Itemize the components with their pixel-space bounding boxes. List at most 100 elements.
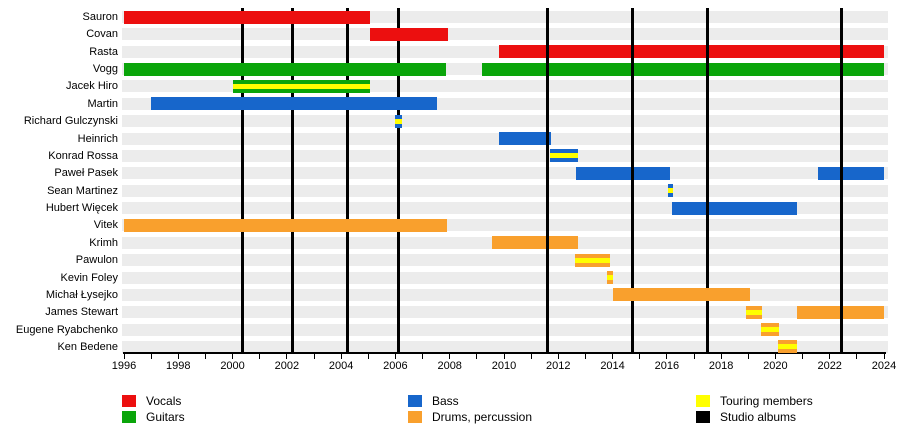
legend-label: Vocals [146, 394, 182, 408]
member-bar [482, 62, 884, 76]
member-bar-touring [761, 323, 779, 337]
member-bar-touring [395, 114, 403, 128]
row-label: Michał Łysejko [45, 288, 118, 301]
row-band [122, 288, 888, 301]
row-label: Kevin Foley [60, 271, 118, 284]
row-band [122, 115, 888, 128]
axis-tick [612, 354, 614, 359]
axis-label: 1996 [111, 360, 137, 372]
member-bar [796, 305, 884, 319]
row-band [122, 149, 888, 162]
axis-tick [530, 354, 532, 359]
axis-tick [123, 354, 125, 359]
legend-swatch-touring [696, 395, 710, 407]
axis-label: 2000 [220, 360, 245, 372]
legend-label: Touring members [720, 394, 813, 408]
legend-swatch-drums [408, 411, 422, 423]
member-bar [575, 166, 670, 180]
axis-tick [747, 354, 749, 359]
member-bar-touring [232, 79, 370, 93]
axis-label: 2020 [763, 360, 788, 372]
axis-tick [313, 354, 315, 359]
axis-tick [367, 354, 369, 359]
axis-label: 2022 [817, 360, 842, 372]
row-label: Konrad Rossa [48, 149, 118, 162]
axis-tick [340, 354, 342, 359]
studio-album-line [840, 8, 844, 354]
axis-label: 2006 [383, 360, 408, 372]
axis-tick [557, 354, 559, 359]
row-label: Richard Gulczynski [23, 115, 118, 128]
row-label: Eugene Ryabchenko [15, 323, 118, 336]
member-bar [498, 45, 884, 59]
row-label: Vitek [93, 219, 118, 232]
row-label: Paweł Pasek [54, 167, 118, 180]
axis-tick [693, 354, 695, 359]
axis-tick [829, 354, 831, 359]
legend-swatch-guitars [122, 411, 136, 423]
axis-label: 2002 [274, 360, 300, 372]
member-bar [124, 62, 447, 76]
row-band [122, 323, 888, 336]
row-label: Krimh [89, 236, 118, 249]
axis-tick [639, 354, 641, 359]
studio-album-line [290, 8, 294, 354]
axis-tick [584, 354, 586, 359]
timeline-chart: Sauron Covan Rasta Vogg Jacek Hiro Martin Rich… [15, 8, 897, 372]
member-bar [491, 236, 579, 250]
row-label: Sean Martinez [47, 184, 118, 197]
row-label: Rasta [89, 45, 118, 58]
axis-tick [394, 354, 396, 359]
axis-tick [883, 354, 885, 359]
row-band [122, 167, 888, 180]
axis-label: 2018 [708, 360, 734, 372]
axis-label: 2012 [546, 360, 571, 372]
member-bar-touring [574, 253, 610, 267]
x-axis-line [123, 352, 886, 354]
row-band [122, 184, 888, 197]
row-label: Covan [86, 28, 118, 41]
axis-tick [666, 354, 668, 359]
axis-label: 2016 [654, 360, 680, 372]
axis-tick [503, 354, 505, 359]
row-label: Heinrich [77, 132, 118, 145]
studio-album-line [706, 8, 710, 354]
axis-tick [856, 354, 858, 359]
axis-label: 2004 [328, 360, 354, 372]
studio-album-line [397, 8, 401, 354]
legend-label: Guitars [146, 410, 185, 424]
studio-album-line [545, 8, 549, 354]
member-bar-touring [549, 149, 578, 163]
legend-label: Drums, percussion [432, 410, 533, 424]
axis-label: 2010 [491, 360, 517, 372]
member-bar [612, 288, 750, 302]
legend-swatch-albums [696, 411, 710, 423]
legend-label: Bass [432, 394, 459, 408]
row-band [122, 271, 888, 284]
row-label: Vogg [92, 63, 118, 76]
row-band [122, 340, 888, 353]
row-label: Hubert Więcek [45, 202, 118, 215]
axis-label: 2024 [871, 360, 897, 372]
axis-tick [259, 354, 261, 359]
member-bar-touring [667, 184, 673, 198]
axis-tick [204, 354, 206, 359]
legend-label: Studio albums [720, 410, 797, 424]
row-label: Martin [87, 97, 118, 110]
axis-tick [774, 354, 776, 359]
row-label: Ken Bedene [57, 340, 118, 353]
member-bar [498, 132, 551, 146]
axis-label: 1998 [166, 360, 191, 372]
axis-tick [232, 354, 234, 359]
member-bar [124, 218, 447, 232]
member-bar [151, 97, 438, 111]
axis-tick [286, 354, 288, 359]
axis-tick [177, 354, 179, 359]
row-label: James Stewart [45, 306, 118, 319]
legend-swatch-bass [408, 395, 422, 407]
row-label: Sauron [82, 11, 118, 23]
row-label: Jacek Hiro [66, 80, 118, 93]
member-bar-touring [777, 340, 797, 354]
member-bar [817, 166, 884, 180]
